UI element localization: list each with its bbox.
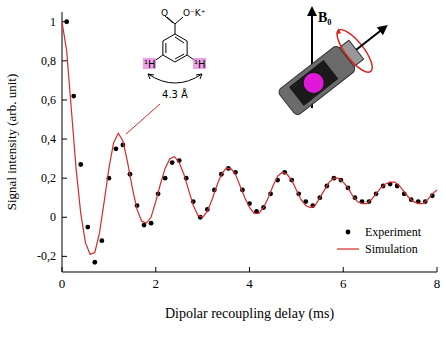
bond xyxy=(175,17,183,24)
atom-label: ¹H xyxy=(144,59,156,70)
legend: Experiment Simulation xyxy=(337,225,422,256)
chart: 02468-0,200,20,40,60,81Dipolar recouplin… xyxy=(0,0,446,345)
ring-bond xyxy=(165,43,166,53)
y-tick xyxy=(62,99,67,100)
x-tick xyxy=(437,267,438,272)
distance-arc xyxy=(148,74,202,83)
y-tick-label: 1 xyxy=(50,15,56,29)
x-tick-label: 6 xyxy=(340,276,347,291)
y-tick xyxy=(62,139,67,140)
experiment-point xyxy=(163,176,168,181)
x-tick-label: 4 xyxy=(246,276,253,291)
y-axis xyxy=(62,12,63,272)
ring-bond xyxy=(175,54,184,59)
rotor-sample xyxy=(289,60,338,106)
field-label: B₀ xyxy=(318,10,332,25)
experiment-point xyxy=(64,19,69,24)
atom-label: O⁻K⁺ xyxy=(183,8,206,18)
bond xyxy=(175,24,176,34)
simulation-line xyxy=(62,22,437,255)
distance-label: 4.3 Å xyxy=(162,88,188,100)
y-axis-title: Signal intensity (arb. unit) xyxy=(4,74,19,210)
x-tick-label: 8 xyxy=(434,276,441,291)
x-tick-label: 2 xyxy=(153,276,160,291)
arrow-head xyxy=(307,6,317,16)
experiment-point xyxy=(99,238,104,243)
x-tick xyxy=(343,267,344,272)
spin-arrow xyxy=(334,28,342,36)
x-tick xyxy=(155,267,156,272)
ring-bond xyxy=(175,37,184,43)
sample-disc xyxy=(300,69,328,97)
experiment-point xyxy=(78,162,83,167)
proton-highlight xyxy=(193,58,206,69)
y-tick xyxy=(62,60,67,61)
experiment-point xyxy=(71,94,76,99)
y-tick xyxy=(62,256,67,257)
y-tick-label: 0,8 xyxy=(41,54,56,68)
experiment-point xyxy=(85,225,90,230)
rotor-cylinder xyxy=(277,44,357,116)
y-tick xyxy=(62,178,67,179)
y-tick-label: 0,2 xyxy=(41,171,56,185)
experiment-point xyxy=(149,221,154,226)
experiment-point xyxy=(92,260,97,265)
x-tick xyxy=(62,267,63,272)
y-tick xyxy=(62,217,67,218)
arrow-head xyxy=(148,74,202,79)
x-tick xyxy=(249,267,250,272)
bond xyxy=(187,55,194,60)
legend-label: Simulation xyxy=(365,242,418,256)
atom-label: ¹H xyxy=(194,59,206,70)
spin-axis xyxy=(356,29,383,50)
rotor: B₀ xyxy=(270,3,404,124)
experiment-point xyxy=(170,160,175,165)
x-axis-title: Dipolar recoupling delay (ms) xyxy=(165,306,334,322)
proton-highlight xyxy=(143,58,156,69)
experiment-point xyxy=(114,146,119,151)
plot-area xyxy=(62,19,437,264)
rotor-body xyxy=(270,3,404,124)
atom-label: O xyxy=(161,8,168,18)
spin-ring xyxy=(332,25,378,77)
legend-line xyxy=(337,248,359,249)
y-tick-label: 0,4 xyxy=(41,132,56,146)
arrow-head xyxy=(377,21,391,35)
x-tick-label: 0 xyxy=(59,276,66,291)
ring xyxy=(163,34,187,62)
leader-line xyxy=(126,104,160,134)
legend-label: Experiment xyxy=(365,225,422,239)
bond xyxy=(156,55,163,60)
molecule: O O⁻K⁺ ¹H ¹H 4.3 Å xyxy=(143,8,206,100)
y-tick-label: 0 xyxy=(50,210,56,224)
y-tick-label: -0,2 xyxy=(37,249,56,263)
bond xyxy=(167,17,175,24)
y-tick-label: 0,6 xyxy=(41,93,56,107)
legend-marker xyxy=(346,230,351,235)
